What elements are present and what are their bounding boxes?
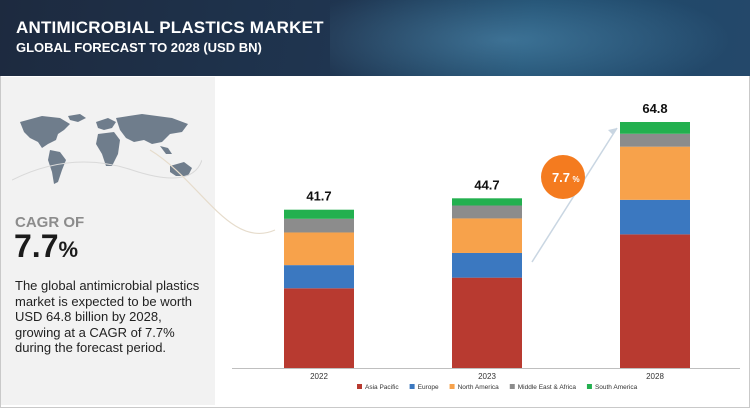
bar-segment xyxy=(284,209,354,219)
x-tick-label: 2023 xyxy=(478,372,496,381)
cagr-label: CAGR OF xyxy=(15,214,85,231)
bar-total-label: 41.7 xyxy=(306,189,331,204)
x-tick-label: 2022 xyxy=(310,372,328,381)
bar-segment xyxy=(284,218,354,233)
legend-swatch xyxy=(586,384,592,389)
bar-segment xyxy=(284,265,354,289)
legend-label: Middle East & Africa xyxy=(518,384,577,391)
page-title: ANTIMICROBIAL PLASTICS MARKET xyxy=(16,18,324,37)
bar-segment xyxy=(452,198,522,206)
bar-segment xyxy=(284,232,354,266)
bar-segment xyxy=(620,234,690,368)
growth-arrow-head xyxy=(608,128,617,135)
header-glow xyxy=(330,0,750,76)
cagr-value: 7.7% xyxy=(14,228,78,265)
header-banner: ANTIMICROBIAL PLASTICS MARKET GLOBAL FOR… xyxy=(0,0,750,76)
bar-total-label: 64.8 xyxy=(642,101,667,116)
bar-segment xyxy=(620,199,690,235)
bar-segment xyxy=(620,146,690,200)
bar-segment xyxy=(620,122,690,134)
bar-segment xyxy=(452,277,522,368)
bar-segment xyxy=(452,218,522,253)
legend-label: South America xyxy=(595,384,638,391)
cagr-badge xyxy=(541,155,585,199)
decorative-swoosh xyxy=(149,149,276,235)
x-tick-label: 2028 xyxy=(646,372,664,381)
legend-label: Asia Pacific xyxy=(365,384,399,391)
cagr-badge-unit: % xyxy=(572,175,579,184)
legend-swatch xyxy=(509,384,515,389)
legend-swatch xyxy=(409,384,415,389)
summary-description: The global antimicrobial plastics market… xyxy=(15,278,200,355)
legend-swatch xyxy=(449,384,455,389)
legend-label: North America xyxy=(458,384,500,391)
bar-total-label: 44.7 xyxy=(474,177,499,192)
bar-segment xyxy=(620,133,690,147)
cagr-unit: % xyxy=(58,237,79,262)
world-map-icon xyxy=(12,114,202,184)
legend-label: Europe xyxy=(418,384,439,391)
bar-segment xyxy=(452,252,522,278)
page-subtitle: GLOBAL FORECAST TO 2028 (USD BN) xyxy=(16,40,262,55)
legend-swatch xyxy=(357,384,362,389)
bar-segment xyxy=(284,288,354,368)
cagr-number: 7.7 xyxy=(14,228,59,264)
cagr-badge-number: 7.7 xyxy=(552,170,570,185)
bar-segment xyxy=(452,205,522,219)
